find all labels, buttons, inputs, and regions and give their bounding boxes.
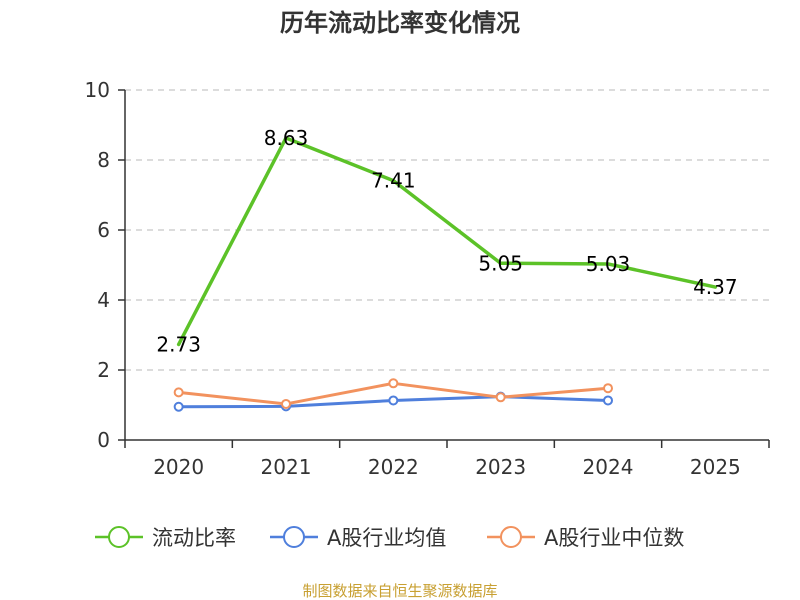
data-point bbox=[281, 398, 291, 409]
y-tick-labels: 0 2 4 6 8 10 bbox=[85, 78, 110, 452]
data-point bbox=[603, 395, 613, 406]
data-point bbox=[603, 383, 613, 394]
series-layer bbox=[173, 136, 718, 412]
y-tick-label: 8 bbox=[97, 148, 110, 172]
y-tick-label: 0 bbox=[97, 428, 110, 452]
source-note: 制图数据来自恒生聚源数据库 bbox=[302, 582, 497, 600]
data-labels: 2.73 8.63 7.41 5.05 5.03 4.37 bbox=[156, 126, 737, 357]
legend-marker-icon bbox=[283, 526, 305, 548]
series-line bbox=[176, 136, 718, 347]
x-tick-label: 2020 bbox=[153, 455, 204, 479]
data-point bbox=[388, 378, 399, 389]
y-tick-label: 4 bbox=[97, 288, 110, 312]
x-tick-label: 2025 bbox=[690, 455, 741, 479]
y-tick-label: 6 bbox=[97, 218, 110, 242]
legend-label: 流动比率 bbox=[152, 526, 236, 550]
x-tick-labels: 2020 2021 2022 2023 2024 2025 bbox=[153, 455, 741, 479]
data-point bbox=[388, 395, 399, 406]
data-point bbox=[495, 392, 506, 403]
chart-title: 历年流动比率变化情况 bbox=[280, 9, 520, 37]
data-point bbox=[173, 401, 184, 412]
x-tick-label: 2024 bbox=[583, 455, 634, 479]
data-label: 4.37 bbox=[693, 275, 738, 299]
legend-item[interactable]: 流动比率 bbox=[95, 526, 236, 550]
axes bbox=[118, 89, 770, 448]
data-label: 8.63 bbox=[264, 126, 309, 150]
x-tick-label: 2023 bbox=[475, 455, 526, 479]
x-tick-label: 2022 bbox=[368, 455, 419, 479]
legend-item[interactable]: A股行业中位数 bbox=[487, 526, 684, 550]
data-label: 7.41 bbox=[371, 169, 416, 193]
data-label: 5.05 bbox=[478, 251, 523, 275]
data-label: 5.03 bbox=[586, 252, 631, 276]
data-label: 2.73 bbox=[156, 332, 201, 356]
y-tick-label: 10 bbox=[85, 78, 110, 102]
legend-marker-icon bbox=[500, 526, 522, 548]
grid-lines bbox=[125, 89, 769, 371]
legend-marker-icon bbox=[108, 526, 130, 548]
legend-item[interactable]: A股行业均值 bbox=[270, 526, 446, 550]
data-point bbox=[173, 387, 184, 398]
legend-label: A股行业中位数 bbox=[544, 526, 684, 550]
legend-label: A股行业均值 bbox=[327, 526, 446, 550]
x-tick-label: 2021 bbox=[261, 455, 312, 479]
y-tick-label: 2 bbox=[97, 358, 110, 382]
legend: 流动比率 A股行业均值 A股行业中位数 bbox=[95, 526, 684, 550]
